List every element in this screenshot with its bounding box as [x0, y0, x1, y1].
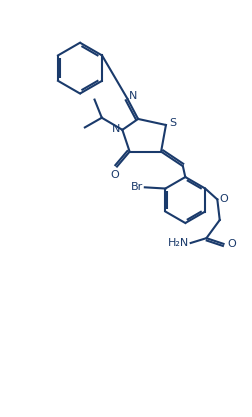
Text: O: O — [220, 194, 229, 204]
Text: N: N — [129, 91, 138, 101]
Text: H₂N: H₂N — [168, 238, 190, 248]
Text: O: O — [228, 239, 236, 249]
Text: N: N — [112, 123, 120, 133]
Text: S: S — [169, 118, 176, 128]
Text: Br: Br — [131, 182, 144, 192]
Text: O: O — [111, 170, 119, 180]
